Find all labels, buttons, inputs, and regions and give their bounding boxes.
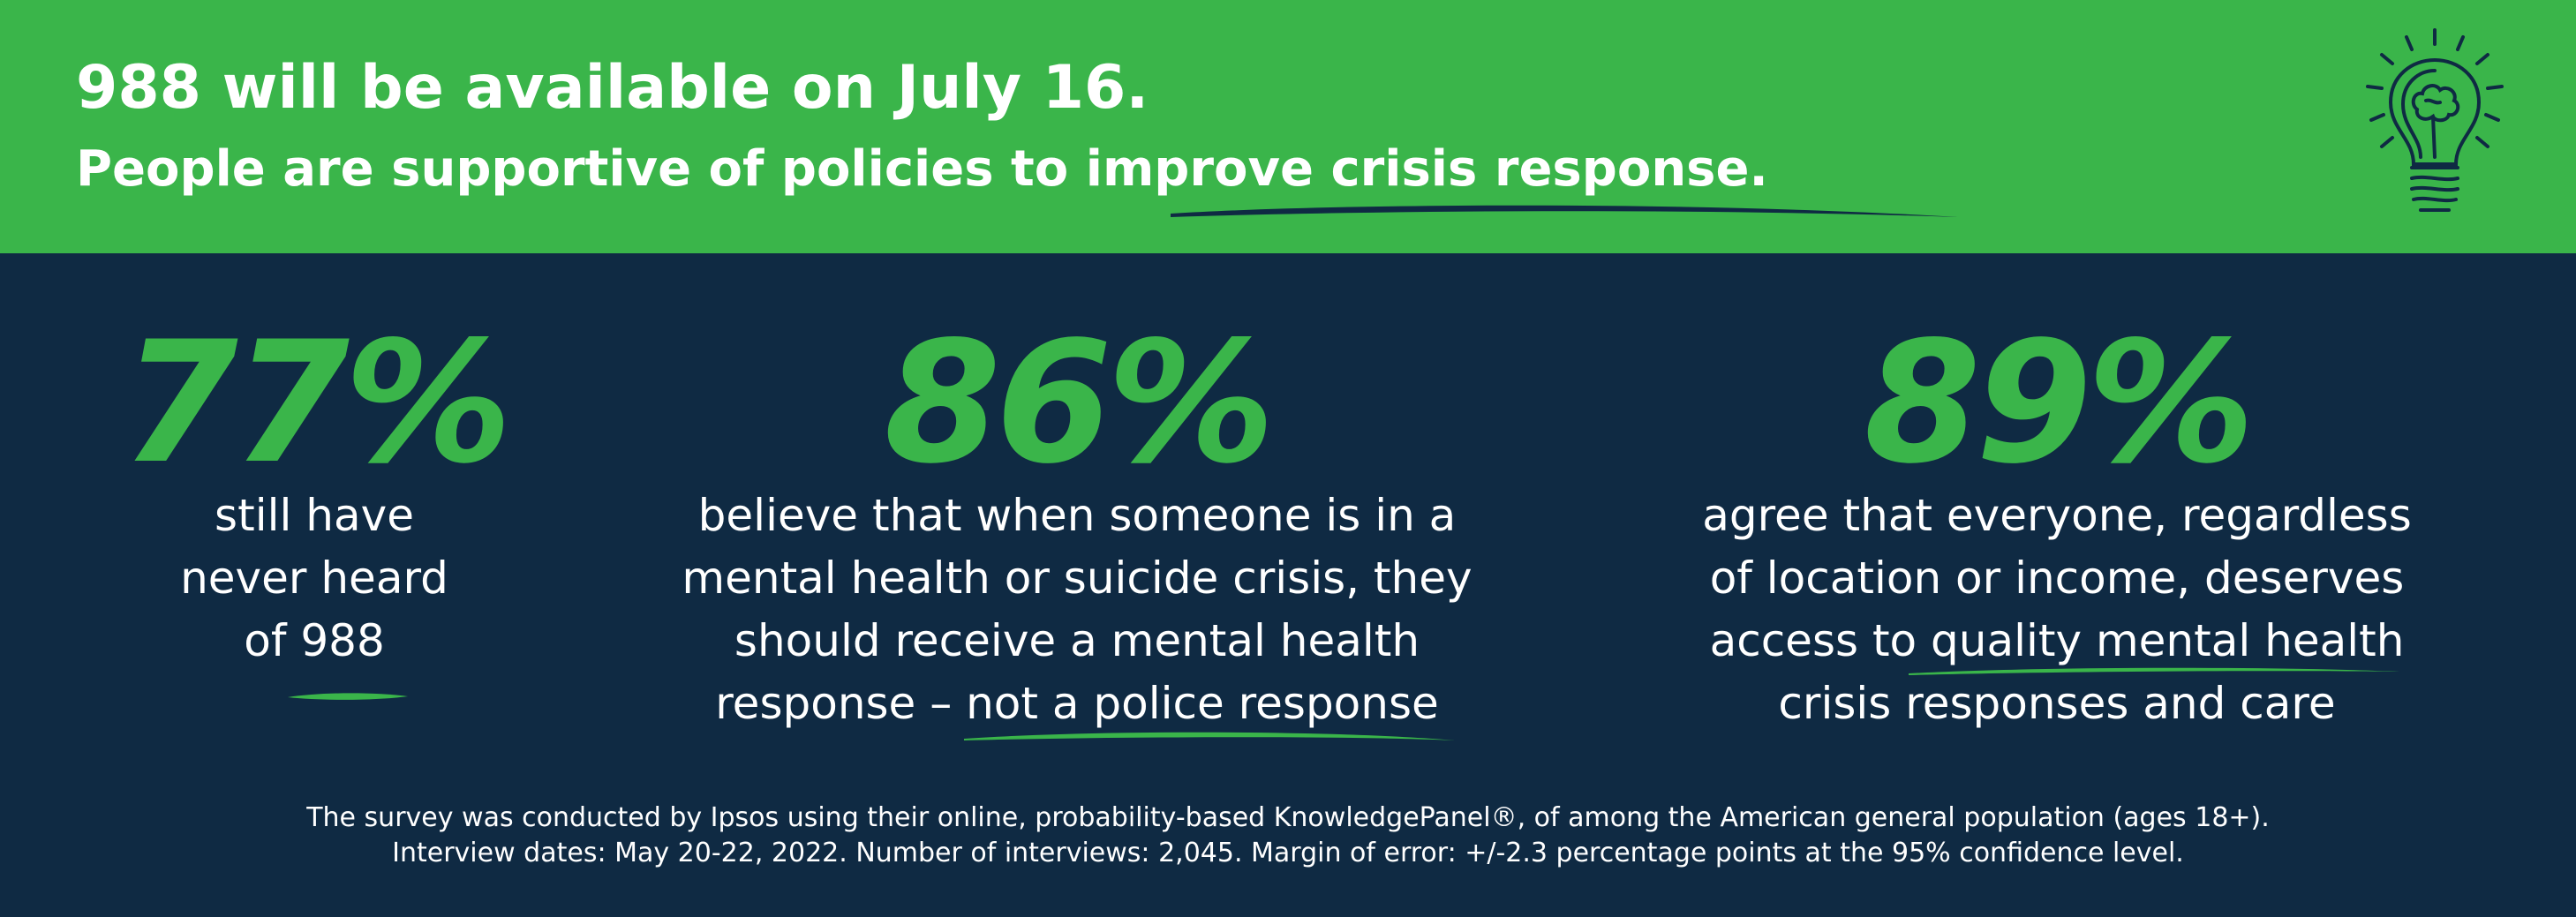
stat-description-line: still have (215, 490, 414, 541)
stat-underline-swoosh (288, 693, 408, 700)
headline-underline-swoosh (1171, 205, 1958, 217)
stat-description-line: believe that when someone is in a (697, 490, 1457, 541)
header-banner: 988 will be available on July 16. People… (0, 0, 2576, 253)
stat-description-line: crisis responses and care (1778, 678, 2336, 729)
stat-description-line: of location or income, deserves (1709, 552, 2405, 604)
stat-description: still have never heard of 988 (102, 485, 526, 673)
stat-description-line: never heard (180, 552, 448, 604)
stat-description-line: agree that everyone, regardless (1702, 490, 2412, 541)
survey-footnote: The survey was conducted by Ipsos using … (0, 800, 2576, 871)
stat-description-line: mental health or suicide crisis, they (682, 552, 1473, 604)
lightbulb-brain-icon (2366, 28, 2504, 212)
footnote-line: The survey was conducted by Ipsos using … (306, 802, 2270, 833)
stat-value: 77% (121, 305, 513, 500)
stat-description-line: of 988 (244, 615, 385, 666)
stat-underline-swoosh (964, 732, 1455, 740)
stat-description-line: access to quality mental health (1709, 615, 2405, 666)
stat-value: 89% (1864, 305, 2256, 500)
stat-description: believe that when someone is in a mental… (618, 485, 1536, 735)
stats-section: 77% still have never heard of 988 86% be… (0, 253, 2576, 917)
stat-value: 86% (884, 305, 1276, 500)
stat-description: agree that everyone, regardless of locat… (1642, 485, 2472, 735)
headline: 988 will be available on July 16. (76, 53, 1149, 123)
subheadline: People are supportive of policies to imp… (76, 140, 1768, 198)
stat-underline-swoosh (1909, 667, 2399, 675)
stat-description-line: response – not a police response (715, 678, 1439, 729)
stat-description-line: should receive a mental health (734, 615, 1420, 666)
footnote-line: Interview dates: May 20-22, 2022. Number… (392, 838, 2184, 868)
